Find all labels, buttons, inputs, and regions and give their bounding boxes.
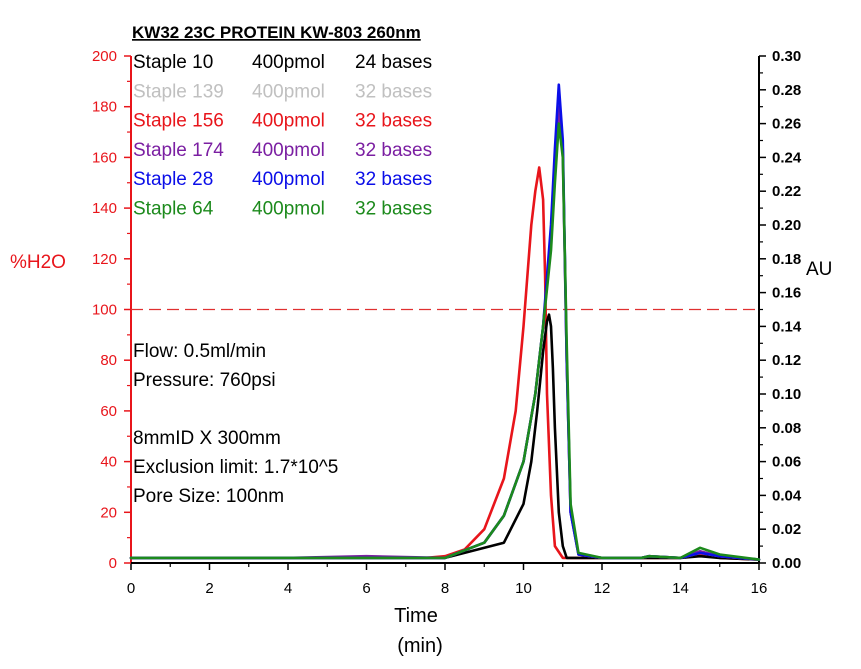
legend-entry-length: 32 bases	[355, 169, 432, 190]
y-right-tick-label: 0.08	[772, 420, 801, 437]
y-right-tick-label: 0.18	[772, 251, 801, 268]
y-right-tick-label: 0.14	[772, 318, 802, 335]
y-left-tick-label: 80	[100, 352, 117, 369]
x-tick-label: 14	[672, 580, 689, 597]
y-left-tick-label: 140	[92, 200, 117, 217]
legend-entry-name: Staple 156	[133, 111, 224, 132]
x-tick-label: 12	[594, 580, 611, 597]
x-tick-label: 2	[205, 580, 213, 597]
y-right-tick-label: 0.04	[772, 487, 802, 504]
legend-entry-length: 32 bases	[355, 111, 432, 132]
y-left-tick-label: 160	[92, 149, 117, 166]
x-axis-unit-label: (min)	[397, 635, 443, 657]
legend-entry-name: Staple 139	[133, 81, 224, 102]
y-right-tick-label: 0.22	[772, 183, 801, 200]
legend-entry-name: Staple 28	[133, 169, 213, 190]
y-left-tick-label: 60	[100, 403, 117, 420]
annotation-text: 8mmID X 300mm	[133, 428, 281, 449]
annotation-text: Exclusion limit: 1.7*10^5	[133, 457, 338, 478]
x-tick-label: 6	[362, 580, 370, 597]
x-tick-label: 0	[127, 580, 135, 597]
y-left-tick-label: 40	[100, 454, 117, 471]
annotation-text: Pore Size: 100nm	[133, 486, 284, 507]
legend-entry-amount: 400pmol	[252, 111, 325, 132]
x-tick-label: 16	[751, 580, 768, 597]
y-left-tick-label: 200	[92, 48, 117, 65]
y-right-tick-label: 0.26	[772, 116, 801, 133]
y-left-tick-label: 20	[100, 504, 117, 521]
y-right-tick-label: 0.12	[772, 352, 801, 369]
y-left-axis-label: %H2O	[10, 252, 66, 273]
y-left-tick-label: 180	[92, 99, 117, 116]
y-right-tick-label: 0.06	[772, 454, 801, 471]
x-tick-label: 4	[284, 580, 292, 597]
y-left-tick-label: 100	[92, 302, 117, 319]
y-right-tick-label: 0.24	[772, 149, 802, 166]
y-right-tick-label: 0.16	[772, 285, 801, 302]
y-right-tick-label: 0.28	[772, 82, 801, 99]
annotation-text: Pressure: 760psi	[133, 370, 276, 391]
legend-entry-length: 32 bases	[355, 81, 432, 102]
y-right-axis-label: AU	[806, 259, 832, 280]
legend-entry-amount: 400pmol	[252, 169, 325, 190]
y-left-tick-label: 120	[92, 251, 117, 268]
y-right-tick-label: 0.10	[772, 386, 801, 403]
legend-entry-amount: 400pmol	[252, 52, 325, 73]
legend-entry-length: 32 bases	[355, 199, 432, 220]
annotation-text: Flow: 0.5ml/min	[133, 341, 266, 362]
x-tick-label: 10	[515, 580, 532, 597]
x-axis-label: Time	[394, 605, 438, 627]
legend-entry-amount: 400pmol	[252, 81, 325, 102]
series-line-staple-64	[129, 122, 761, 561]
legend-entry-name: Staple 64	[133, 199, 214, 220]
legend-entry-length: 24 bases	[355, 52, 432, 73]
legend-entry-length: 32 bases	[355, 140, 432, 161]
legend-entry-name: Staple 174	[133, 140, 224, 161]
y-right-tick-label: 0.20	[772, 217, 801, 234]
legend-entry-name: Staple 10	[133, 52, 213, 73]
legend-entry-amount: 400pmol	[252, 140, 325, 161]
y-right-tick-label: 0.00	[772, 555, 801, 572]
y-right-tick-label: 0.02	[772, 521, 801, 538]
chart-title: KW32 23C PROTEIN KW-803 260nm	[132, 23, 421, 42]
x-tick-label: 8	[441, 580, 449, 597]
y-right-tick-label: 0.30	[772, 48, 801, 65]
legend-entry-amount: 400pmol	[252, 199, 325, 220]
y-left-tick-label: 0	[109, 555, 117, 572]
